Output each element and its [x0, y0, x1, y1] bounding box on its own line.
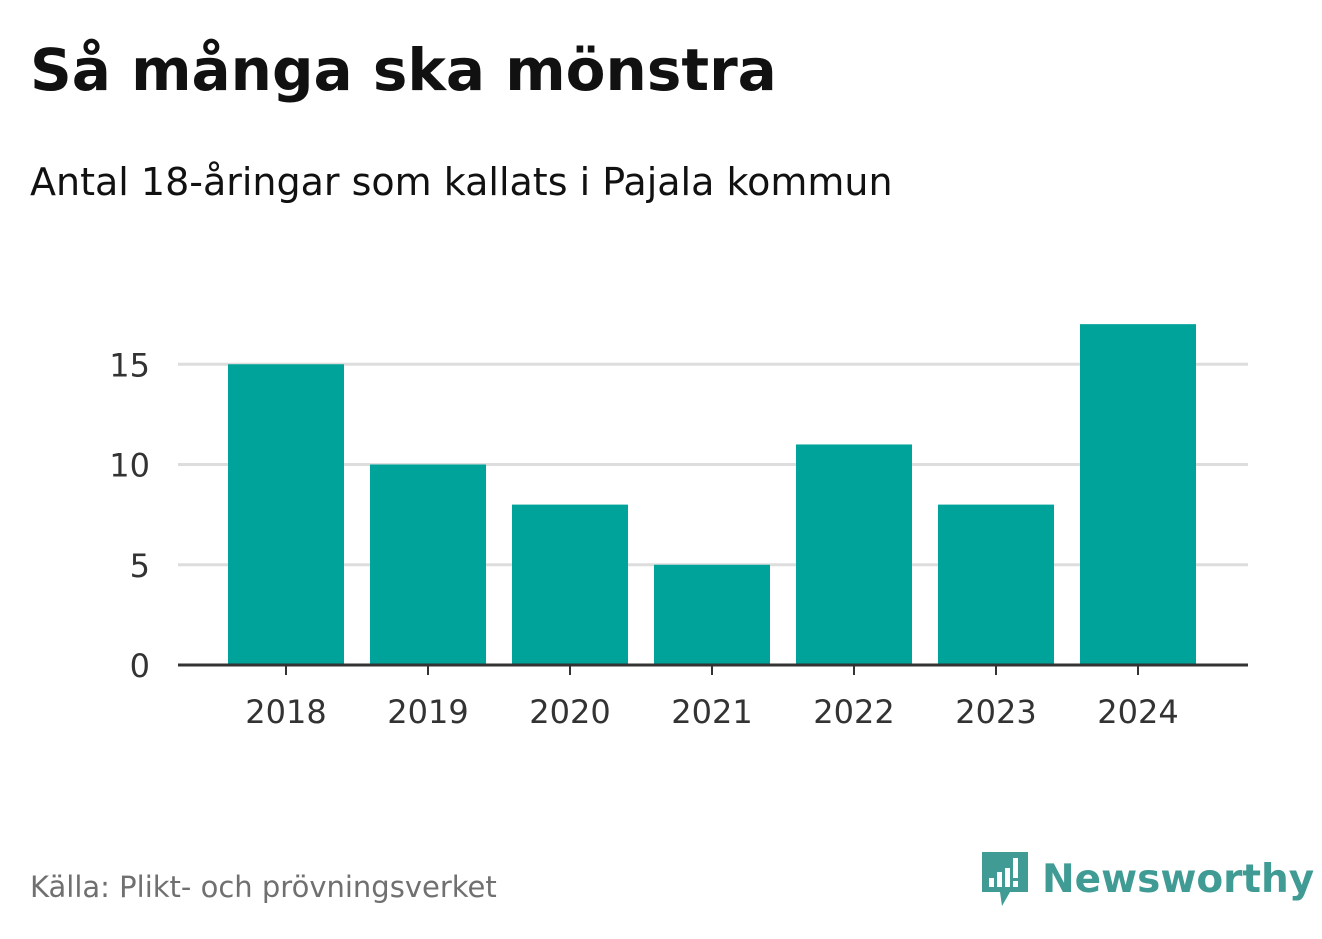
x-tick-label: 2018 — [245, 693, 326, 731]
chart-subtitle: Antal 18-åringar som kallats i Pajala ko… — [30, 160, 893, 204]
x-tick-labels: 2018 2019 2020 2021 2022 2023 2024 — [245, 693, 1178, 731]
brand-logo: Newsworthy — [980, 850, 1314, 908]
bar-2021 — [654, 564, 770, 665]
x-tick-label: 2022 — [813, 693, 894, 731]
brand-name: Newsworthy — [1042, 856, 1315, 902]
bar-2024 — [1080, 324, 1196, 665]
chart-title: Så många ska mönstra — [30, 36, 777, 104]
bar-2023 — [938, 504, 1054, 665]
y-tick-label: 5 — [130, 547, 150, 585]
x-tick-label: 2019 — [387, 693, 468, 731]
bar-2019 — [370, 464, 486, 665]
x-tick-label: 2024 — [1097, 693, 1178, 731]
x-tick-label: 2023 — [955, 693, 1036, 731]
y-tick-label: 0 — [130, 647, 150, 685]
source-note: Källa: Plikt- och prövningsverket — [30, 870, 497, 904]
x-axis — [178, 663, 1248, 675]
x-tick-label: 2020 — [529, 693, 610, 731]
bar-2022 — [796, 444, 912, 665]
newsworthy-logo-icon — [982, 852, 1028, 906]
y-tick-label: 10 — [109, 447, 150, 485]
y-tick-label: 15 — [109, 346, 150, 384]
bar-2020 — [512, 504, 628, 665]
x-tick-label: 2021 — [671, 693, 752, 731]
bar-2018 — [228, 364, 344, 665]
bars — [228, 324, 1196, 665]
y-tick-labels: 0 5 10 15 — [109, 346, 150, 685]
